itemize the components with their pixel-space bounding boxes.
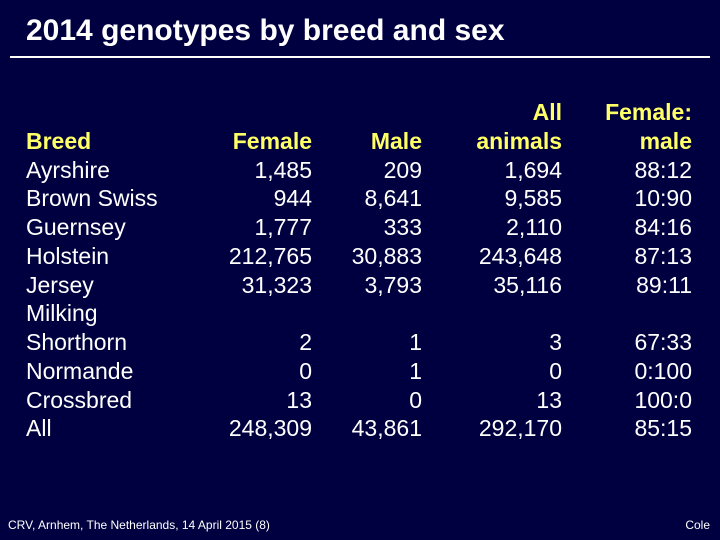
cell-male: 1	[312, 357, 422, 386]
cell-female: 1,485	[192, 156, 312, 185]
col-all-l2: animals	[476, 128, 562, 154]
cell-male: 0	[312, 386, 422, 415]
cell-all: 35,116	[422, 271, 562, 300]
cell-ratio: 67:33	[562, 299, 692, 357]
table-row: Holstein 212,765 30,883 243,648 87:13	[26, 242, 692, 271]
cell-ratio: 87:13	[562, 242, 692, 271]
col-ratio-l2: male	[640, 128, 692, 154]
cell-all: 13	[422, 386, 562, 415]
cell-male: 30,883	[312, 242, 422, 271]
cell-ratio: 88:12	[562, 156, 692, 185]
cell-female: 31,323	[192, 271, 312, 300]
table-body: Ayrshire 1,485 209 1,694 88:12 Brown Swi…	[26, 156, 692, 444]
cell-breed: Brown Swiss	[26, 184, 192, 213]
slide-title: 2014 genotypes by breed and sex	[0, 0, 720, 56]
cell-all: 3	[422, 299, 562, 357]
cell-female: 13	[192, 386, 312, 415]
cell-ratio: 0:100	[562, 357, 692, 386]
cell-male: 3,793	[312, 271, 422, 300]
cell-ratio: 100:0	[562, 386, 692, 415]
cell-all: 292,170	[422, 414, 562, 443]
cell-ratio: 89:11	[562, 271, 692, 300]
table-container: Breed Female Male All animals Female: male…	[0, 58, 720, 443]
breed-l2: Shorthorn	[26, 329, 127, 355]
cell-female: 944	[192, 184, 312, 213]
col-all: All animals	[422, 98, 562, 156]
cell-ratio: 10:90	[562, 184, 692, 213]
table-row: Normande 0 1 0 0:100	[26, 357, 692, 386]
col-female: Female	[192, 98, 312, 156]
table-row: Jersey 31,323 3,793 35,116 89:11	[26, 271, 692, 300]
table-row: Milking Shorthorn 2 1 3 67:33	[26, 299, 692, 357]
cell-all: 9,585	[422, 184, 562, 213]
cell-female: 212,765	[192, 242, 312, 271]
col-ratio-l1: Female:	[605, 99, 692, 125]
genotype-table: Breed Female Male All animals Female: male…	[26, 98, 692, 443]
footer-right: Cole	[685, 518, 710, 532]
cell-breed: Holstein	[26, 242, 192, 271]
cell-breed: Guernsey	[26, 213, 192, 242]
cell-breed: Ayrshire	[26, 156, 192, 185]
cell-breed: All	[26, 414, 192, 443]
cell-male: 8,641	[312, 184, 422, 213]
cell-male: 333	[312, 213, 422, 242]
col-breed: Breed	[26, 98, 192, 156]
cell-ratio: 84:16	[562, 213, 692, 242]
footer-left: CRV, Arnhem, The Netherlands, 14 April 2…	[8, 518, 270, 532]
cell-female: 2	[192, 299, 312, 357]
cell-breed: Jersey	[26, 271, 192, 300]
table-row: Guernsey 1,777 333 2,110 84:16	[26, 213, 692, 242]
col-all-l1: All	[533, 99, 562, 125]
cell-male: 209	[312, 156, 422, 185]
footer: CRV, Arnhem, The Netherlands, 14 April 2…	[8, 518, 710, 532]
cell-ratio: 85:15	[562, 414, 692, 443]
cell-breed: Normande	[26, 357, 192, 386]
col-male: Male	[312, 98, 422, 156]
cell-male: 43,861	[312, 414, 422, 443]
cell-breed: Milking Shorthorn	[26, 299, 192, 357]
cell-breed: Crossbred	[26, 386, 192, 415]
cell-all: 1,694	[422, 156, 562, 185]
breed-l1: Milking	[26, 300, 98, 326]
col-ratio: Female: male	[562, 98, 692, 156]
table-row: Crossbred 13 0 13 100:0	[26, 386, 692, 415]
table-header-row: Breed Female Male All animals Female: male	[26, 98, 692, 156]
table-row: Brown Swiss 944 8,641 9,585 10:90	[26, 184, 692, 213]
cell-male: 1	[312, 299, 422, 357]
cell-all: 0	[422, 357, 562, 386]
cell-all: 2,110	[422, 213, 562, 242]
cell-female: 248,309	[192, 414, 312, 443]
cell-female: 1,777	[192, 213, 312, 242]
table-row: All 248,309 43,861 292,170 85:15	[26, 414, 692, 443]
cell-all: 243,648	[422, 242, 562, 271]
cell-female: 0	[192, 357, 312, 386]
table-row: Ayrshire 1,485 209 1,694 88:12	[26, 156, 692, 185]
